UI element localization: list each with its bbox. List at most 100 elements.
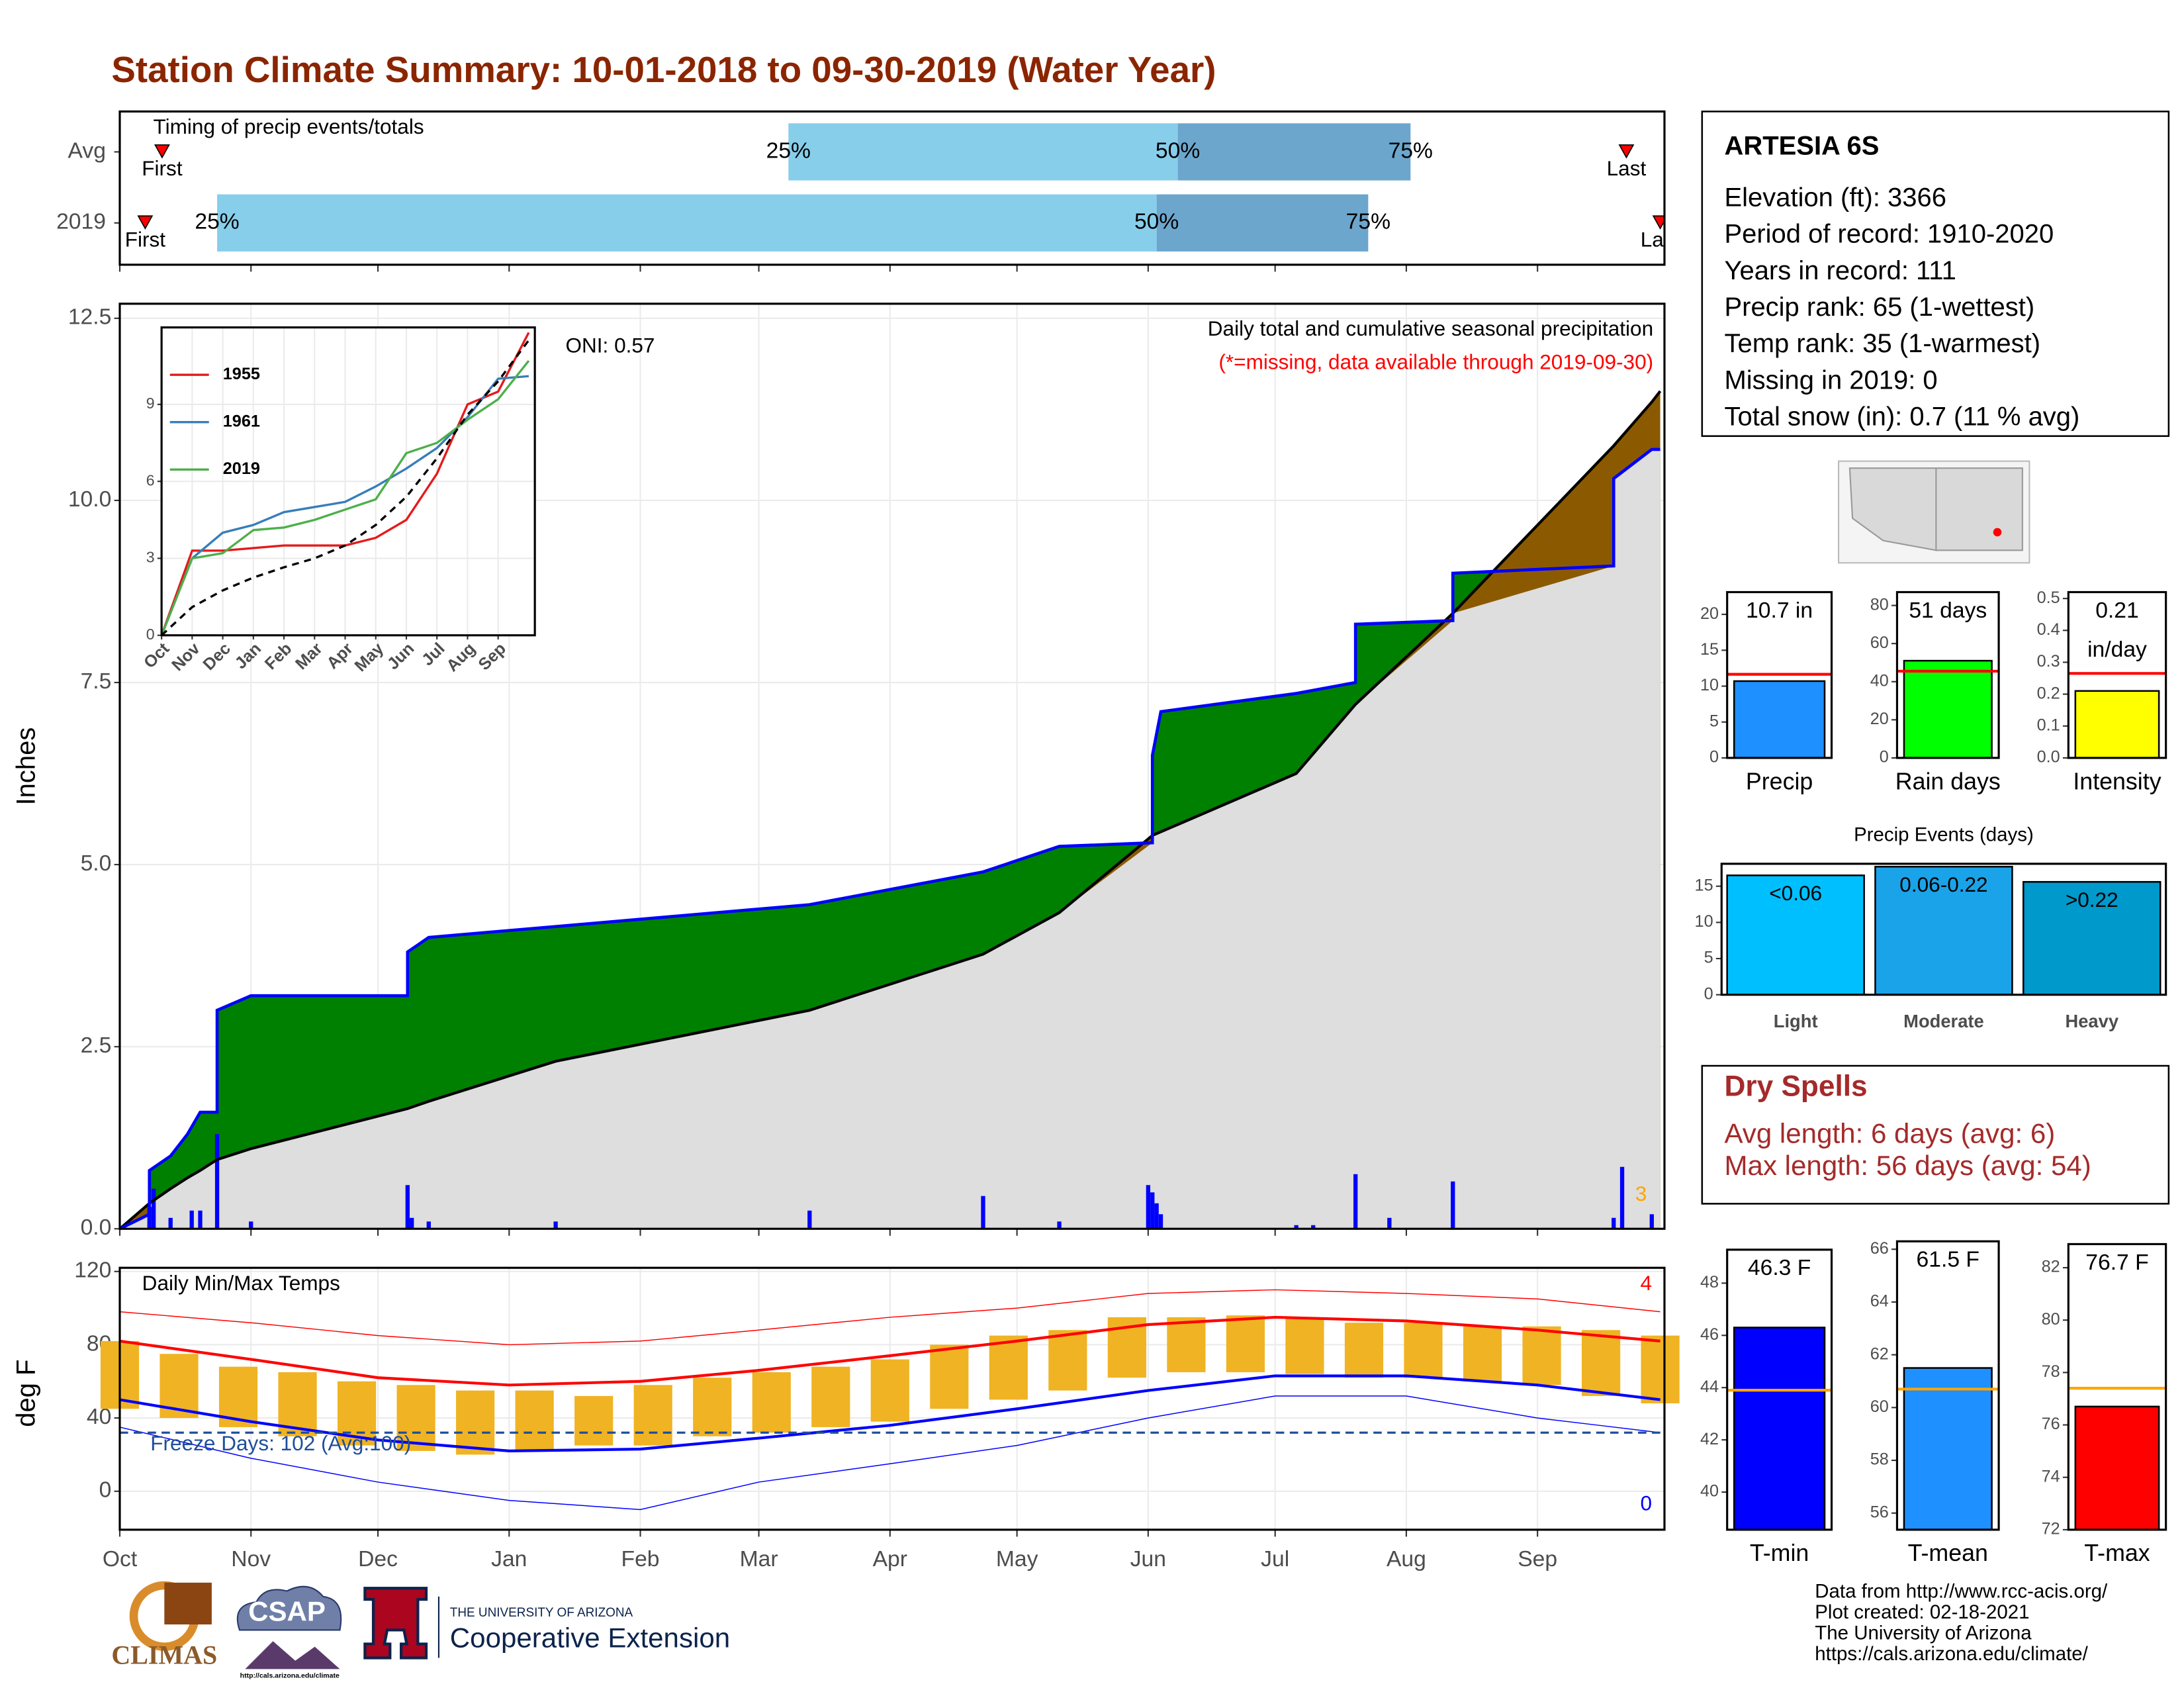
cumulative-line (118, 447, 1661, 1231)
y-tick-label: 0 (1704, 984, 1713, 1003)
temp-range-bar (989, 1335, 1028, 1400)
y-tick-label: 20 (1700, 604, 1719, 623)
category-label: Rain days (1895, 768, 2001, 794)
plot-border (1895, 590, 2000, 759)
temp-range-bar (633, 1385, 672, 1446)
quantile-label: 50% (1156, 138, 1200, 163)
y-axis-label: Inches (12, 727, 41, 806)
daily-bar (807, 1210, 812, 1229)
station-name: ARTESIA 6S (1724, 132, 1879, 161)
temp-range-bar (396, 1385, 435, 1451)
x-tick-label: Apr (873, 1547, 907, 1571)
y-tick-label: 7.5 (81, 669, 112, 694)
series-line (160, 359, 530, 636)
y-tick-label: 5.0 (81, 851, 112, 876)
daily-bar (1311, 1225, 1316, 1229)
daily-bar (168, 1217, 173, 1229)
temp-range-bar (1404, 1323, 1443, 1378)
y-tick-label: 20 (1870, 710, 1889, 728)
timing-rows: 25% 50% 75% First Last 25% 50% 75% First Last (125, 123, 1680, 252)
marker-label: Last (1607, 156, 1647, 180)
csap-logo-text: CSAP (248, 1595, 326, 1626)
temp-range-bar (1048, 1330, 1087, 1391)
y-tick-label: 76 (2042, 1415, 2060, 1433)
x-tick-label: Aug (1387, 1547, 1426, 1571)
value-label: 76.7 F (2085, 1250, 2148, 1275)
csap-logo-mountain (245, 1641, 340, 1669)
dry-spells-info: Max length: 56 days (avg: 54) (1724, 1150, 2091, 1181)
daily-bar (147, 1207, 152, 1229)
value-label: 10.7 in (1746, 598, 1813, 623)
daily-bar (1294, 1225, 1298, 1229)
y-tick-label: 0 (146, 626, 155, 643)
x-tick-label: Jan (491, 1547, 527, 1571)
y-tick-label: 0.0 (81, 1215, 112, 1240)
x-tick-label: Feb (621, 1547, 660, 1571)
category-label: Precip (1746, 768, 1813, 794)
footer-text: https://cals.arizona.edu/climate/ (1815, 1643, 2088, 1665)
temp-range-bar (1285, 1319, 1324, 1374)
temp-range-bar (1581, 1330, 1621, 1396)
temp-range-bar (574, 1395, 614, 1446)
daily-bar (1154, 1203, 1159, 1229)
csap-logo-cloud (236, 1585, 342, 1631)
plot-border (1726, 1248, 1833, 1531)
y-tick-label: 10 (1700, 676, 1719, 694)
y-tick-label: 40 (1700, 1482, 1719, 1501)
daily-bar (410, 1217, 414, 1229)
quantile-label: 25% (195, 210, 239, 234)
bar (1733, 1327, 1826, 1531)
daily-bar (151, 1188, 156, 1229)
y-tick-label: 0 (1880, 748, 1889, 767)
y-tick-label: 0 (1709, 748, 1719, 767)
x-tick-label: Oct (103, 1547, 138, 1571)
bar (1733, 680, 1826, 759)
daily-bar (1649, 1214, 1654, 1229)
value-label: 46.3 F (1748, 1256, 1811, 1280)
temp-range-bar (930, 1344, 969, 1409)
annotation: Freeze Days: 102 (Avg:100) (150, 1431, 411, 1455)
normal-high-line (119, 1315, 1661, 1387)
y-axis-label: deg F (12, 1360, 41, 1427)
csap-logo-url: http://cals.arizona.edu/climate (240, 1672, 340, 1680)
annotation: ONI: 0.57 (565, 333, 655, 357)
y-tick-label: 40 (1870, 671, 1889, 690)
y-tick-label: 0.1 (2037, 716, 2060, 734)
bar (1903, 659, 1993, 759)
quantile-bar (788, 123, 1178, 181)
quantile-bar (1177, 123, 1411, 181)
bar (2023, 880, 2161, 996)
annotation: Daily total and cumulative seasonal prec… (1208, 316, 1653, 340)
marker-label: First (142, 156, 183, 180)
climas-logo-block (164, 1582, 212, 1624)
category-label: Heavy (2065, 1011, 2118, 1031)
cumulative-line (118, 390, 1662, 1230)
y-tick-label: 60 (1870, 1397, 1889, 1416)
plot-border (2067, 1243, 2167, 1531)
x-tick-label: Mar (740, 1547, 778, 1571)
y-tick-label: 10.0 (68, 487, 112, 512)
annotation: 4 (1640, 1271, 1652, 1295)
area-base (119, 449, 1661, 1229)
y-tick-label: 74 (2042, 1467, 2060, 1485)
daily-bar (1387, 1217, 1392, 1229)
marker-label: Last (1641, 227, 1680, 251)
temp-range-bar (1463, 1326, 1502, 1382)
y-tick-label: 78 (2042, 1362, 2060, 1381)
station-info: Period of record: 1910-2020 (1724, 220, 2054, 249)
legend-label: 1955 (223, 365, 260, 383)
inset-border (160, 326, 536, 637)
y-tick-label: 80 (1870, 595, 1889, 614)
dry-spells-title: Dry Spells (1724, 1070, 1867, 1102)
category-label: T-mean (1908, 1540, 1988, 1566)
temp-range-bar (811, 1366, 850, 1427)
station-info: Temp rank: 35 (1-warmest) (1724, 329, 2040, 358)
annotation: (*=missing, data available through 2019-… (1218, 350, 1653, 374)
climas-logo-text: CLIMAS (111, 1640, 217, 1670)
temp-range-bar (1167, 1317, 1206, 1372)
plot-border (2067, 590, 2167, 759)
figure-title: Station Climate Summary: 10-01-2018 to 0… (111, 49, 1216, 90)
y-tick-label: 62 (1870, 1344, 1889, 1363)
